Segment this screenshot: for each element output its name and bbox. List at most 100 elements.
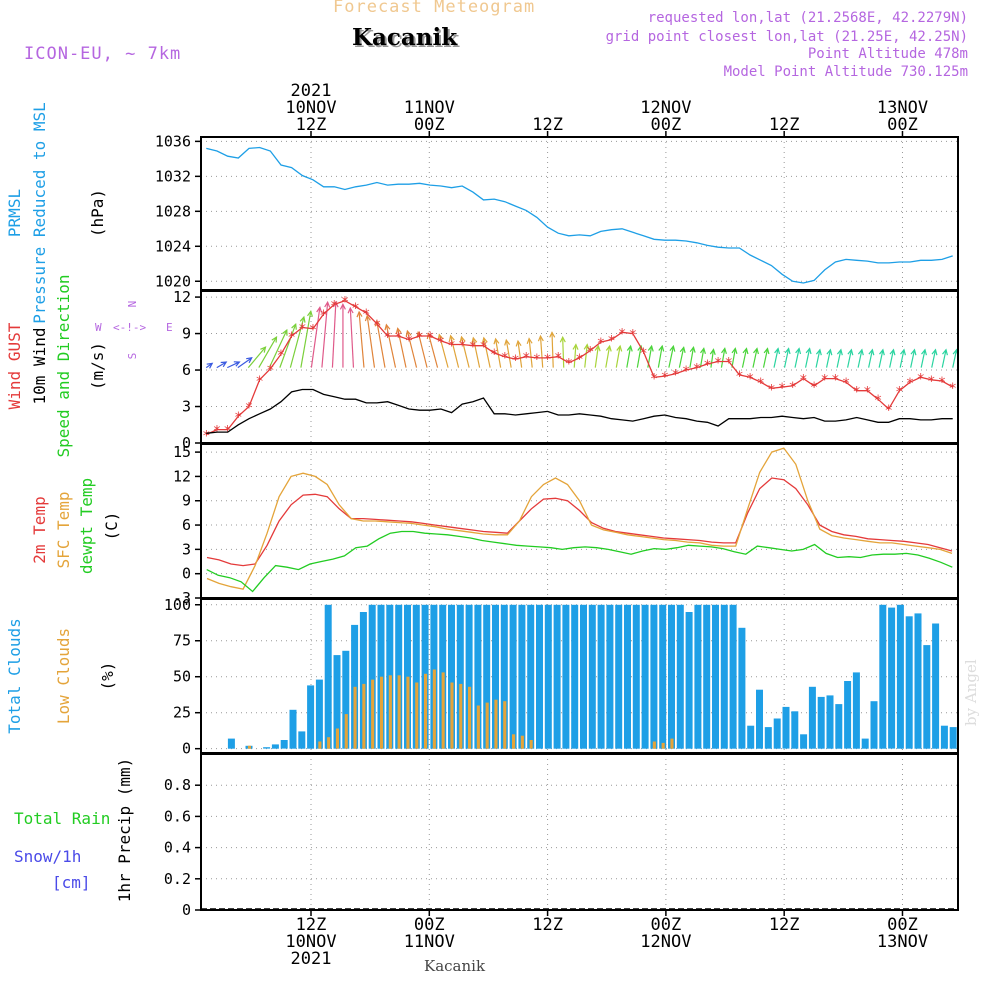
panel-frame-precip xyxy=(200,753,959,911)
wind-arrow-head xyxy=(364,314,371,322)
low-cloud-bar xyxy=(476,705,480,749)
bottom-time-label: 12NOV xyxy=(640,932,691,952)
total-cloud-bar xyxy=(808,686,816,749)
bottom-time-label: 13NOV xyxy=(877,932,928,952)
low-cloud-bar xyxy=(459,683,463,749)
wind-arrow xyxy=(247,346,266,368)
gust-marker: * xyxy=(661,370,669,386)
total-cloud-bar xyxy=(800,734,808,749)
y-tick-label: 1028 xyxy=(155,202,191,220)
wind-arrow-head xyxy=(784,347,791,355)
wind-arrow xyxy=(857,349,863,368)
gust-marker: * xyxy=(266,363,274,379)
wind-arrow xyxy=(427,333,439,368)
total-cloud-bar xyxy=(580,604,587,749)
low-cloud-bar xyxy=(450,682,454,749)
y-tick-label: 12 xyxy=(173,467,191,485)
snow-label: Snow/1h xyxy=(14,847,81,866)
total-cloud-bar xyxy=(650,604,658,749)
wind-arrow-head xyxy=(559,335,566,343)
gust-marker: * xyxy=(330,298,338,314)
wind-arrow-head xyxy=(921,348,927,356)
wind-arrow-head xyxy=(405,329,412,337)
wind-arrow xyxy=(699,348,705,368)
wind-arrow-head xyxy=(795,347,802,355)
wind-arrow-head xyxy=(594,344,601,352)
y-tick-label: 6 xyxy=(182,361,191,379)
wind-arrow xyxy=(910,349,916,368)
gust-marker: * xyxy=(309,323,317,339)
wind-arrow xyxy=(227,361,240,369)
y-tick-label: 12 xyxy=(173,288,191,306)
bottom-time-label: 12Z xyxy=(769,915,800,935)
wind-arrow xyxy=(358,311,365,368)
total-cloud-bar xyxy=(483,604,491,749)
wind-arrow xyxy=(237,357,253,369)
total-cloud-bar xyxy=(474,604,482,749)
wind-arrow xyxy=(310,307,321,368)
temp-line-0 xyxy=(206,477,953,567)
wind-arrow-head xyxy=(448,334,455,342)
total-cloud-bar xyxy=(518,604,526,749)
total-cloud-bar xyxy=(773,718,781,749)
gust-marker: * xyxy=(437,335,445,351)
low-cloud-bar xyxy=(327,737,331,749)
gust-marker: * xyxy=(725,356,733,372)
total-cloud-bar xyxy=(412,604,420,749)
gust-marker: * xyxy=(575,352,583,368)
total-cloud-bar xyxy=(923,645,931,749)
gust-marker: * xyxy=(554,351,562,367)
gust-marker: * xyxy=(533,352,541,368)
wind-arrow-head xyxy=(416,330,423,338)
total-cloud-bar xyxy=(289,709,297,749)
gust-marker: * xyxy=(693,362,701,378)
low-cloud-bar xyxy=(512,734,516,749)
y-tick-label: 1032 xyxy=(155,167,191,185)
wind-arrow xyxy=(551,332,554,368)
gust-marker: * xyxy=(735,369,743,385)
wind-arrow xyxy=(825,349,831,368)
clouds-unit: (%) xyxy=(98,662,117,691)
top-time-label: 12Z xyxy=(296,115,327,135)
y-tick-label: 1024 xyxy=(155,237,191,255)
wind-arrow xyxy=(539,336,544,368)
wind-arrow-head xyxy=(395,327,402,334)
bottom-time-label: 11NOV xyxy=(404,932,455,952)
total-cloud-bar xyxy=(448,604,455,749)
low-cloud-bar xyxy=(441,672,445,749)
total-cloud-bar xyxy=(747,725,755,749)
wind-arrow-head xyxy=(471,336,478,344)
bottom-time-label: 12Z xyxy=(532,915,563,935)
wind-arrow xyxy=(878,349,884,368)
gust-marker: * xyxy=(842,376,850,392)
low-cloud-bar xyxy=(670,738,674,749)
gust-marker: * xyxy=(234,410,242,426)
gust-marker: * xyxy=(607,334,615,350)
total-cloud-bar xyxy=(685,612,693,749)
gust-marker: * xyxy=(543,352,551,368)
gust-marker: * xyxy=(714,356,722,372)
wind-arrow-head xyxy=(384,323,391,331)
wind-arrow-head xyxy=(339,303,346,310)
bottom-time-label: 12Z xyxy=(296,915,327,935)
total-cloud-bar xyxy=(324,604,332,749)
wind-arrow-head xyxy=(700,347,706,354)
wind-unit: (m/s) xyxy=(88,342,107,390)
wind-arrow xyxy=(804,348,811,368)
wind-arrow-head xyxy=(549,331,556,338)
y-tick-label: 100 xyxy=(164,596,191,614)
low-cloud-bar xyxy=(529,740,533,749)
wind-arrow-head xyxy=(753,347,759,355)
y-tick-label: 0 xyxy=(182,434,191,452)
total-cloud-bar xyxy=(263,747,271,749)
wind-arrow xyxy=(300,311,312,368)
total-cloud-bar xyxy=(914,613,922,749)
gust-marker: * xyxy=(394,330,402,346)
panel-frame-pressure xyxy=(200,136,959,291)
wind-arrow xyxy=(450,335,460,368)
y-tick-label: 6 xyxy=(182,516,191,534)
y-tick-label: 0.6 xyxy=(164,807,191,825)
total-cloud-bar xyxy=(905,616,913,749)
